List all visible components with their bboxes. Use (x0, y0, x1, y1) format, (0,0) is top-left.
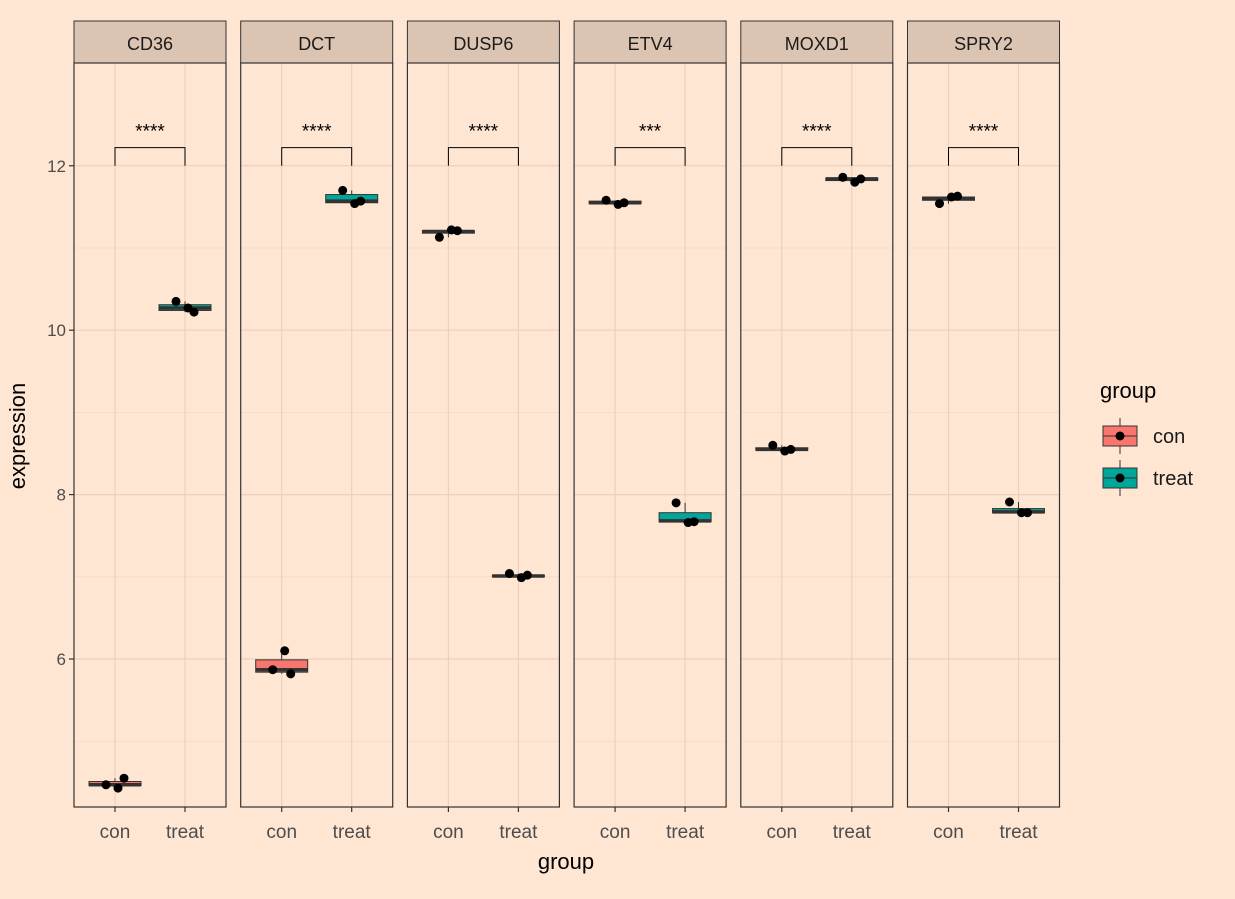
legend-keys: con treat (1102, 418, 1193, 496)
data-point (280, 646, 290, 656)
y-tick-label: 12 (47, 157, 66, 176)
facet-panel: ETV4 *** con treat (573, 20, 727, 843)
data-point (113, 783, 123, 793)
facet-panel: SPRY2 **** con treat (906, 20, 1061, 843)
x-tick-label: treat (499, 822, 538, 843)
x-tick-label: treat (999, 822, 1038, 843)
data-point (504, 569, 514, 579)
significance-bracket (948, 147, 1019, 166)
facet-strip-label: MOXD1 (785, 34, 849, 54)
x-tick-label: treat (833, 822, 872, 843)
data-point (838, 172, 848, 182)
facet-strip-label: CD36 (127, 34, 173, 54)
x-tick-label: treat (666, 822, 705, 843)
panel-background (74, 63, 226, 807)
y-axis-title: expression (5, 383, 30, 489)
data-point (768, 440, 778, 450)
panel-border (406, 62, 560, 808)
x-tick-label: con (100, 822, 131, 843)
legend-key-point (1115, 473, 1125, 483)
data-point (286, 669, 296, 679)
panel-border (573, 62, 727, 808)
y-axis: 6 8 10 12 (47, 157, 74, 669)
legend-title: group (1100, 378, 1156, 403)
data-point (619, 198, 629, 208)
x-tick-label: con (266, 822, 297, 843)
facet-strip-label: DUSP6 (453, 34, 513, 54)
legend-item: treat (1102, 460, 1193, 496)
panel-background (407, 63, 560, 807)
facet-strip (406, 20, 560, 64)
data-point (101, 780, 111, 790)
significance-bracket (114, 147, 186, 166)
x-tick-label: con (600, 822, 631, 843)
facet-strip (73, 20, 227, 64)
data-point (119, 773, 129, 783)
data-point (671, 498, 681, 508)
x-axis-title: group (538, 849, 594, 874)
data-point (601, 195, 611, 205)
data-point (171, 296, 181, 306)
legend-label: con (1153, 426, 1185, 448)
data-point (522, 570, 532, 580)
x-tick-label: con (766, 822, 797, 843)
facet-strip-label: DCT (298, 34, 335, 54)
legend-item: con (1102, 418, 1185, 454)
significance-label: **** (302, 122, 332, 143)
panel-background (240, 63, 393, 807)
significance-bracket (281, 147, 353, 166)
panel-border (240, 62, 394, 808)
facet-panel: MOXD1 **** con treat (740, 20, 894, 843)
data-point (1005, 497, 1014, 507)
legend-key-point (1115, 431, 1125, 441)
data-point (786, 444, 796, 454)
x-tick-label: con (433, 822, 464, 843)
data-point (452, 226, 462, 236)
data-point (338, 185, 348, 195)
significance-label: **** (969, 122, 999, 143)
data-point (856, 174, 866, 184)
x-tick-label: con (933, 822, 964, 843)
facet-strip (907, 20, 1060, 64)
y-tick-label: 6 (57, 650, 66, 669)
panel-border (73, 62, 227, 808)
panel-border (906, 62, 1061, 808)
significance-label: **** (469, 122, 499, 143)
x-tick-label: treat (333, 822, 372, 843)
data-point (434, 232, 444, 242)
significance-bracket (781, 147, 853, 166)
significance-label: **** (135, 122, 165, 143)
y-tick-label: 8 (57, 486, 66, 505)
data-point (935, 199, 944, 209)
significance-label: **** (802, 122, 832, 143)
x-tick-label: treat (166, 822, 205, 843)
significance-bracket (614, 147, 686, 166)
panel-border (740, 62, 894, 808)
facet-strip-label: ETV4 (628, 34, 673, 54)
significance-bracket (447, 147, 519, 166)
panel-background (740, 63, 893, 807)
panel-background (907, 63, 1060, 807)
facet-panel: DUSP6 **** con treat (406, 20, 560, 843)
data-point (189, 307, 199, 317)
facet-strip (573, 20, 727, 64)
data-point (1023, 508, 1032, 518)
data-point (953, 191, 962, 201)
data-point (689, 517, 699, 527)
facet-panel: DCT **** con treat (240, 20, 394, 843)
legend-label: treat (1153, 468, 1193, 490)
facet-panel: CD36 **** con treat (73, 20, 227, 843)
panel-background (574, 63, 727, 807)
significance-label: *** (639, 122, 662, 143)
y-tick-label: 10 (47, 321, 66, 340)
data-point (356, 196, 366, 206)
legend: group con treat (1100, 378, 1193, 496)
data-point (268, 665, 278, 675)
facet-strip-label: SPRY2 (954, 34, 1013, 54)
